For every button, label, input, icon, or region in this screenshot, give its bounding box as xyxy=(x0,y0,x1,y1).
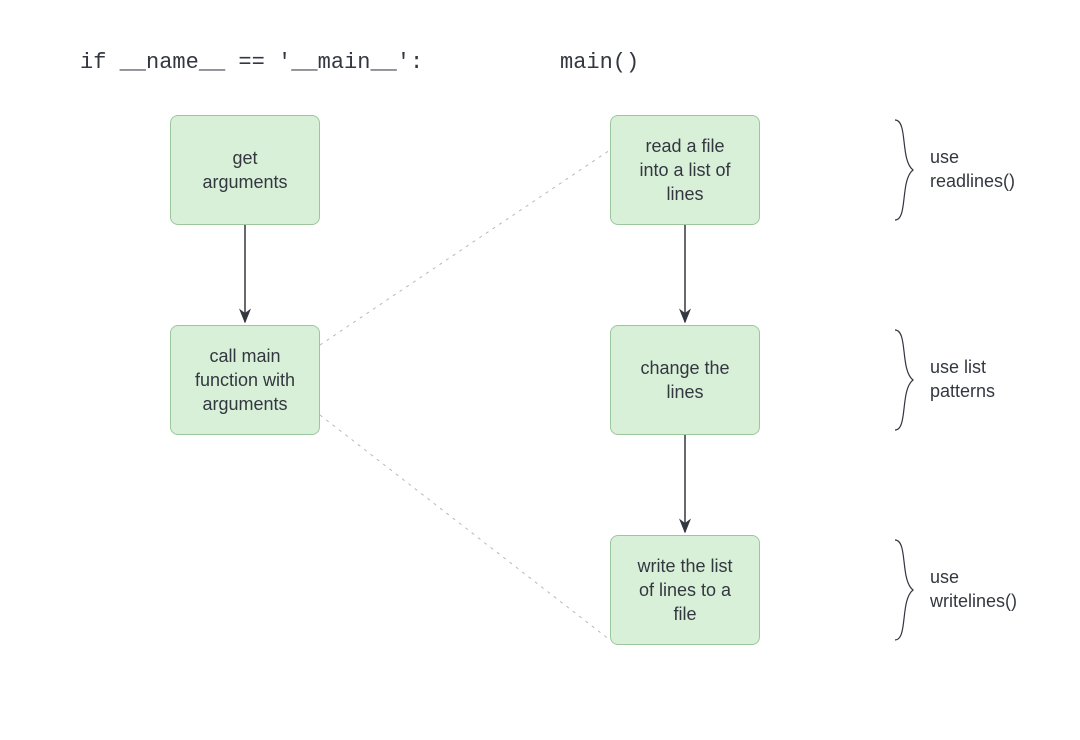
node-get-arguments: get arguments xyxy=(170,115,320,225)
node-change-lines: change the lines xyxy=(610,325,760,435)
dashed-callmain-to-write xyxy=(320,415,610,640)
node-label: write the list of lines to a file xyxy=(637,554,732,627)
node-label: read a file into a list of lines xyxy=(639,134,730,207)
dashed-callmain-to-read xyxy=(320,150,610,345)
annotation-writelines: use writelines() xyxy=(930,565,1017,614)
header-if-main: if __name__ == '__main__': xyxy=(80,50,423,75)
node-call-main: call main function with arguments xyxy=(170,325,320,435)
node-read-file: read a file into a list of lines xyxy=(610,115,760,225)
node-label: call main function with arguments xyxy=(195,344,295,417)
node-label: change the lines xyxy=(640,356,729,405)
connector-layer xyxy=(0,0,1080,740)
brace-writelines xyxy=(895,540,913,640)
header-main-fn: main() xyxy=(560,50,639,75)
annotation-list-patterns: use list patterns xyxy=(930,355,995,404)
annotation-readlines: use readlines() xyxy=(930,145,1015,194)
node-write-file: write the list of lines to a file xyxy=(610,535,760,645)
flowchart-canvas: if __name__ == '__main__': main() get ar… xyxy=(0,0,1080,740)
brace-list-patterns xyxy=(895,330,913,430)
brace-readlines xyxy=(895,120,913,220)
node-label: get arguments xyxy=(202,146,287,195)
